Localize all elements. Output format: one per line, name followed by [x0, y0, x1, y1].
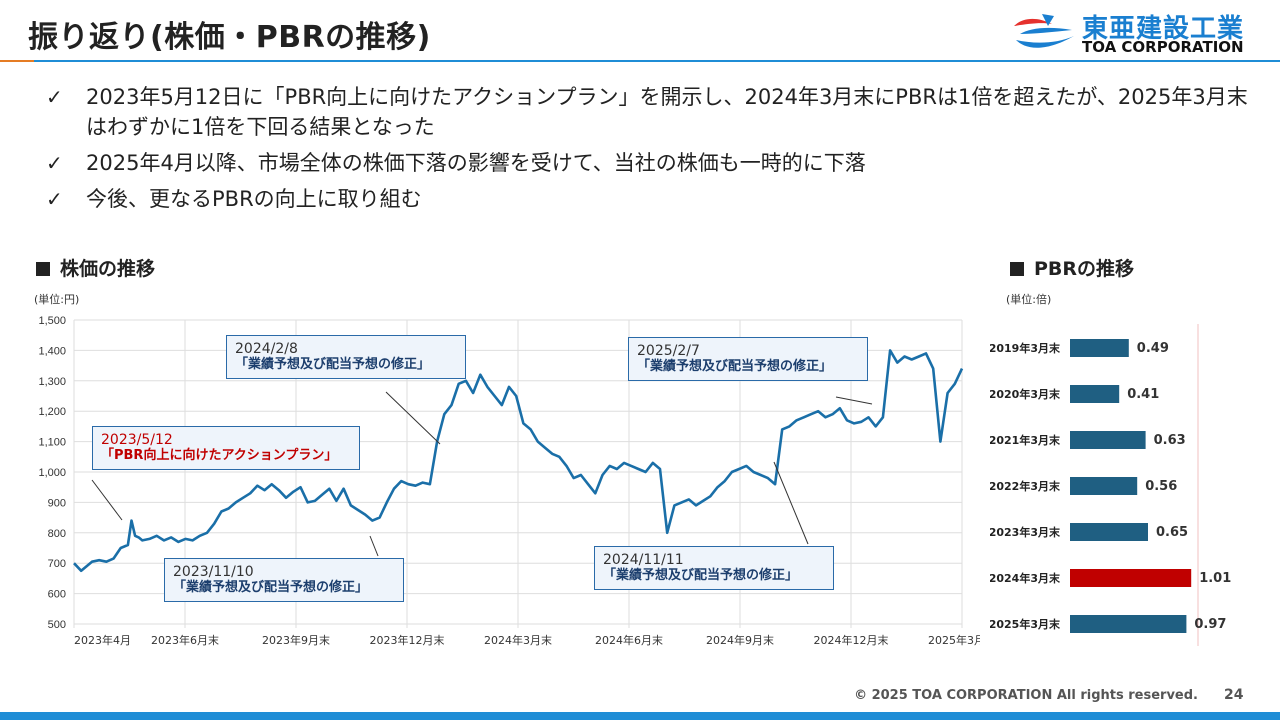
- bullet-text: 2025年4月以降、市場全体の株価下落の影響を受けて、当社の株価も一時的に下落: [86, 151, 866, 175]
- y-tick-label: 500: [48, 619, 66, 631]
- pbr-unit-label: (単位:倍): [1006, 293, 1052, 306]
- price-series-line: [73, 349, 964, 573]
- pbr-bar: [1070, 523, 1148, 541]
- category-label: 2025年3月末: [990, 617, 1061, 631]
- y-tick-label: 1,400: [38, 345, 66, 357]
- value-label: 1.01: [1199, 571, 1231, 586]
- value-label: 0.65: [1156, 525, 1188, 540]
- callout-leader-line: [385, 391, 441, 445]
- callout-text: 「業績予想及び配当予想の修正」: [235, 357, 431, 372]
- logo-jp-text: 東亜建設工業: [1082, 14, 1245, 44]
- category-label: 2023年3月末: [990, 525, 1061, 539]
- check-icon: ✓: [46, 151, 63, 175]
- bullet-item: ✓ 今後、更なるPBRの向上に取り組む: [46, 184, 1266, 214]
- check-icon: ✓: [46, 187, 63, 211]
- value-label: 0.49: [1137, 341, 1169, 356]
- y-tick-label: 700: [48, 558, 66, 570]
- pbr-section-title: PBRの推移: [1010, 254, 1134, 281]
- bullet-item: ✓ 2023年5月12日に「PBR向上に向けたアクションプラン」を開示し、202…: [46, 82, 1266, 142]
- title-rule: [34, 60, 1280, 62]
- callout-date: 2024/2/8: [235, 341, 298, 357]
- y-tick-label: 800: [48, 528, 66, 540]
- x-tick-label: 2025年3月末: [928, 633, 980, 647]
- square-bullet-icon: [1010, 262, 1024, 276]
- y-tick-label: 900: [48, 497, 66, 509]
- callout-text: 「業績予想及び配当予想の修正」: [637, 359, 833, 374]
- callout-forecast-2024-2: 2024/2/8 「業績予想及び配当予想の修正」: [226, 335, 466, 379]
- logo-mark-icon: [1014, 14, 1074, 48]
- callout-date: 2025/2/7: [637, 343, 700, 359]
- page-title: 振り返り(株価・PBRの推移): [28, 20, 431, 55]
- callout-date: 2023/5/12: [101, 432, 173, 448]
- value-label: 0.63: [1154, 433, 1186, 448]
- x-tick-label: 2023年6月末: [151, 633, 219, 647]
- bullet-item: ✓ 2025年4月以降、市場全体の株価下落の影響を受けて、当社の株価も一時的に下…: [46, 148, 1266, 178]
- x-tick-label: 2023年12月末: [370, 633, 445, 647]
- callout-text: 「業績予想及び配当予想の修正」: [173, 580, 369, 595]
- callout-leader-line: [369, 535, 379, 557]
- callout-forecast-2025-2: 2025/2/7 「業績予想及び配当予想の修正」: [628, 337, 868, 381]
- pbr-bar-chart: 2019年3月末 0.49 2020年3月末 0.41 2021年3月末 0.63 2022…: [990, 324, 1231, 646]
- check-icon: ✓: [46, 85, 63, 109]
- price-section-title: 株価の推移: [36, 254, 155, 281]
- footer-bar: [0, 712, 1280, 720]
- y-tick-label: 1,500: [38, 315, 66, 327]
- y-tick-label: 1,300: [38, 376, 66, 388]
- y-tick-label: 1,200: [38, 406, 66, 418]
- callout-leader-line: [835, 396, 873, 405]
- x-tick-label: 2024年12月末: [814, 633, 889, 647]
- callout-date: 2024/11/11: [603, 552, 684, 568]
- category-label: 2022年3月末: [990, 479, 1061, 493]
- x-tick-label: 2024年6月末: [595, 633, 663, 647]
- callout-forecast-2023-11: 2023/11/10 「業績予想及び配当予想の修正」: [164, 558, 404, 602]
- category-label: 2021年3月末: [990, 433, 1061, 447]
- y-tick-label: 600: [48, 589, 66, 601]
- category-label: 2024年3月末: [990, 571, 1061, 585]
- pbr-bar: [1070, 569, 1192, 587]
- x-tick-label: 2023年9月末: [262, 633, 330, 647]
- logo-en-text: TOA CORPORATION: [1082, 38, 1244, 56]
- callout-date: 2023/11/10: [173, 564, 254, 580]
- y-tick-label: 1,100: [38, 437, 66, 449]
- callout-forecast-2024-11: 2024/11/11 「業績予想及び配当予想の修正」: [594, 546, 834, 590]
- category-label: 2019年3月末: [990, 341, 1061, 355]
- company-logo: 東亜建設工業 TOA CORPORATION: [1012, 10, 1252, 56]
- bullet-text: 今後、更なるPBRの向上に取り組む: [86, 187, 422, 211]
- pbr-bar: [1070, 339, 1129, 357]
- bullet-text: 2023年5月12日に「PBR向上に向けたアクションプラン」を開示し、2024年…: [86, 85, 1248, 139]
- value-label: 0.56: [1145, 479, 1177, 494]
- copyright: © 2025 TOA CORPORATION All rights reserv…: [854, 688, 1198, 703]
- pbr-bar: [1070, 477, 1138, 495]
- title-rule-accent: [0, 60, 34, 62]
- callout-text: 「PBR向上に向けたアクションプラン」: [101, 448, 338, 463]
- callout-leader-line: [773, 461, 809, 545]
- pbr-bar: [1070, 615, 1187, 633]
- x-tick-label: 2024年9月末: [706, 633, 774, 647]
- summary-bullets: ✓ 2023年5月12日に「PBR向上に向けたアクションプラン」を開示し、202…: [46, 82, 1266, 220]
- callout-action-plan: 2023/5/12 「PBR向上に向けたアクションプラン」: [92, 426, 360, 470]
- x-tick-label: 2023年4月: [74, 633, 131, 647]
- pbr-bar: [1070, 431, 1146, 449]
- callout-leader-line: [91, 479, 123, 521]
- pbr-bar: [1070, 385, 1120, 403]
- y-tick-label: 1,000: [38, 467, 66, 479]
- price-unit-label: (単位:円): [34, 293, 80, 306]
- page-number: 24: [1224, 687, 1244, 703]
- value-label: 0.41: [1127, 387, 1159, 402]
- category-label: 2020年3月末: [990, 387, 1061, 401]
- value-label: 0.97: [1194, 617, 1226, 632]
- x-tick-label: 2024年3月末: [484, 633, 552, 647]
- square-bullet-icon: [36, 262, 50, 276]
- callout-text: 「業績予想及び配当予想の修正」: [603, 568, 799, 583]
